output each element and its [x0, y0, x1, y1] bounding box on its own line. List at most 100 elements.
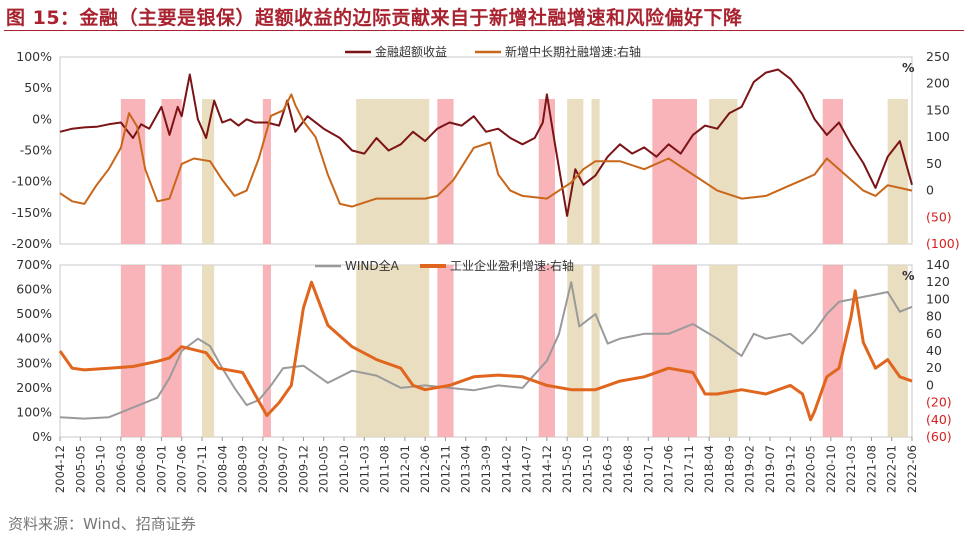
legend-label-bottom-0: WIND全A	[345, 258, 400, 273]
shaded-period-pink-top-0	[120, 99, 146, 244]
x-tick-label-34: 2019-02	[743, 445, 757, 493]
y-left-tick-bottom-6: 100%	[16, 404, 52, 419]
shaded-period-pink-bottom-9	[652, 265, 697, 437]
x-tick-label-20: 2013-04	[459, 445, 473, 493]
shaded-period-pink-top-5	[437, 99, 454, 244]
x-tick-label-37: 2020-05	[804, 445, 818, 493]
plot-frame-top	[59, 56, 913, 245]
x-tick-label-23: 2014-07	[520, 445, 534, 493]
shaded-period-tan-top-2	[202, 99, 215, 244]
y-left-tick-top-1: 50%	[24, 80, 52, 95]
x-tick-label-7: 2007-11	[195, 445, 209, 493]
y-left-tick-bottom-3: 400%	[16, 331, 52, 346]
x-tick-label-41: 2022-01	[885, 445, 899, 493]
y-left-tick-top-2: 0%	[32, 111, 52, 126]
y-right-tick-top-3: 100	[926, 129, 950, 144]
x-tick-label-29: 2017-01	[641, 445, 655, 493]
x-tick-label-33: 2018-09	[722, 445, 736, 493]
y-right-tick-bottom-4: 60	[926, 326, 942, 341]
legend-label-bottom-1: 工业企业盈利增速:右轴	[450, 258, 574, 273]
y-left-tick-top-4: -100%	[12, 174, 52, 189]
shaded-period-tan-bottom-8	[591, 265, 600, 437]
y-right-tick-top-5: 0	[926, 183, 934, 198]
series-line-top-0	[59, 68, 913, 217]
shaded-period-pink-bottom-11	[822, 265, 844, 437]
shaded-period-pink-top-1	[161, 99, 182, 244]
x-tick-label-18: 2012-06	[418, 445, 432, 493]
shaded-period-pink-bottom-1	[161, 265, 182, 437]
y-right-tick-bottom-9: (40)	[926, 412, 952, 427]
x-tick-label-42: 2022-06	[905, 445, 919, 493]
shaded-period-pink-bottom-6	[538, 265, 555, 437]
x-tick-label-11: 2009-07	[276, 445, 290, 493]
y-right-tick-bottom-6: 20	[926, 360, 942, 375]
x-tick-label-21: 2013-09	[479, 445, 493, 493]
shaded-period-tan-bottom-2	[202, 265, 215, 437]
x-tick-label-35: 2019-07	[763, 445, 777, 493]
y-left-tick-bottom-2: 500%	[16, 306, 52, 321]
x-tick-label-32: 2018-04	[702, 445, 716, 493]
x-tick-label-4: 2006-08	[134, 445, 148, 493]
y-left-tick-bottom-5: 200%	[16, 380, 52, 395]
legend-label-top-1: 新增中长期社融增速:右轴	[505, 44, 641, 59]
shaded-period-pink-bottom-3	[262, 265, 271, 437]
y-left-tick-top-6: -200%	[12, 236, 52, 251]
y-right-tick-bottom-8: (20)	[926, 395, 952, 410]
y-right-tick-top-2: 150	[926, 102, 950, 117]
series-line-bottom-0	[59, 281, 913, 420]
x-tick-label-6: 2007-06	[175, 445, 189, 493]
y-right-tick-top-7: (100)	[926, 236, 960, 251]
y-left-tick-bottom-0: 700%	[16, 257, 52, 272]
legend-label-top-0: 金融超额收益	[375, 44, 447, 59]
x-tick-label-30: 2017-06	[662, 445, 676, 493]
shaded-period-tan-bottom-12	[887, 265, 908, 437]
shaded-period-tan-top-4	[356, 99, 430, 244]
x-tick-label-36: 2019-12	[783, 445, 797, 493]
x-tick-label-10: 2009-02	[256, 445, 270, 493]
x-tick-label-9: 2008-09	[236, 445, 250, 493]
y-right-tick-bottom-5: 40	[926, 343, 942, 358]
x-tick-label-27: 2016-03	[601, 445, 615, 493]
y-left-tick-bottom-7: 0%	[32, 429, 52, 444]
shaded-period-tan-top-10	[709, 99, 738, 244]
y-right-tick-top-4: 50	[926, 156, 942, 171]
shaded-period-pink-top-6	[538, 99, 555, 244]
x-tick-label-3: 2006-03	[114, 445, 128, 493]
y-right-tick-top-1: 200	[926, 76, 950, 91]
y-left-tick-top-3: -50%	[20, 143, 52, 158]
shaded-period-tan-bottom-4	[356, 265, 430, 437]
x-tick-label-38: 2020-10	[824, 445, 838, 493]
y-left-tick-bottom-4: 300%	[16, 355, 52, 370]
shaded-period-pink-top-11	[822, 99, 844, 244]
x-tick-label-26: 2015-10	[580, 445, 594, 493]
x-tick-label-13: 2010-05	[317, 445, 331, 493]
x-tick-label-19: 2012-11	[438, 445, 452, 493]
shaded-period-pink-top-3	[262, 99, 271, 244]
y-right-tick-bottom-3: 80	[926, 309, 942, 324]
y-left-tick-bottom-1: 600%	[16, 282, 52, 297]
y-right-tick-top-6: (50)	[926, 209, 952, 224]
y-right-tick-bottom-1: 120	[926, 274, 950, 289]
series-line-bottom-1	[58, 280, 913, 422]
x-tick-label-8: 2008-04	[215, 445, 229, 493]
x-tick-label-40: 2021-08	[864, 445, 878, 493]
y-right-tick-bottom-2: 100	[926, 291, 950, 306]
y-right-unit-top: %	[902, 60, 915, 75]
y-left-tick-top-5: -150%	[12, 205, 52, 220]
y-left-tick-top-0: 100%	[16, 49, 52, 64]
x-tick-label-31: 2017-11	[682, 445, 696, 493]
x-tick-label-0: 2004-12	[53, 445, 67, 493]
x-tick-label-39: 2021-03	[844, 445, 858, 493]
x-tick-label-17: 2012-01	[398, 445, 412, 493]
y-right-unit-bottom: %	[902, 268, 915, 283]
x-tick-label-15: 2011-03	[357, 445, 371, 493]
x-tick-label-12: 2009-12	[296, 445, 310, 493]
x-tick-label-5: 2007-01	[154, 445, 168, 493]
title-rule	[4, 30, 964, 31]
shaded-period-tan-bottom-10	[709, 265, 738, 437]
y-right-tick-bottom-7: 0	[926, 377, 934, 392]
x-tick-label-14: 2010-10	[337, 445, 351, 493]
plot-frame-bottom	[59, 264, 913, 438]
x-tick-label-25: 2015-05	[560, 445, 574, 493]
